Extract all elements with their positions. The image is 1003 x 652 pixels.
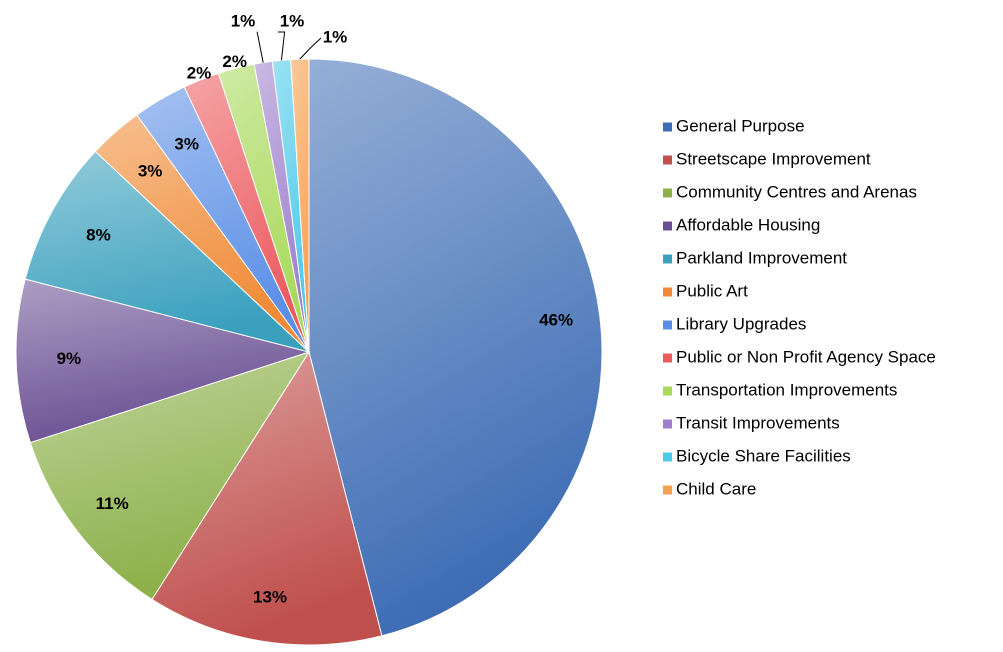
- legend-swatch: [663, 320, 672, 330]
- legend-swatch: [663, 452, 672, 462]
- legend-label: Public Art: [676, 281, 748, 300]
- legend-label: General Purpose: [676, 116, 805, 135]
- legend-label: Streetscape Improvement: [676, 149, 871, 168]
- data-label: 1%: [280, 11, 305, 30]
- leader-line: [299, 37, 322, 60]
- legend-swatch: [663, 221, 672, 231]
- legend-label: Transit Improvements: [676, 413, 840, 432]
- pie-slice: [15, 278, 311, 444]
- legend-label: Community Centres and Arenas: [676, 182, 917, 201]
- leader-line: [278, 31, 286, 61]
- legend-swatch: [663, 188, 672, 198]
- data-label: 46%: [539, 310, 573, 329]
- legend-swatch: [663, 353, 672, 363]
- legend-swatch: [663, 155, 672, 165]
- leader-line: [256, 31, 264, 63]
- data-label: 2%: [222, 52, 247, 71]
- legend-label: Parkland Improvement: [676, 248, 847, 267]
- pie-slice: [29, 351, 311, 601]
- legend-label: Transportation Improvements: [676, 380, 897, 399]
- legend-label: Public or Non Profit Agency Space: [676, 347, 936, 366]
- legend-label: Bicycle Share Facilities: [676, 446, 851, 465]
- data-label: 13%: [253, 587, 287, 606]
- pie-slice: [151, 350, 383, 646]
- data-label: 1%: [231, 11, 256, 30]
- pie-slice: [290, 58, 310, 353]
- data-label: 1%: [323, 27, 348, 46]
- data-label: 8%: [86, 226, 111, 245]
- legend-swatch: [663, 122, 672, 132]
- legend-label: Child Care: [676, 479, 756, 498]
- data-label: 3%: [174, 135, 199, 154]
- pie-slice: [308, 58, 603, 637]
- data-label: 2%: [187, 64, 212, 83]
- legend-label: Affordable Housing: [676, 215, 820, 234]
- legend-swatch: [663, 386, 672, 396]
- legend-swatch: [663, 254, 672, 264]
- data-label: 9%: [57, 349, 82, 368]
- pie-slice: [24, 150, 310, 353]
- data-label: 3%: [138, 161, 163, 180]
- legend-swatch: [663, 419, 672, 429]
- legend-label: Library Upgrades: [676, 314, 806, 333]
- data-label: 11%: [96, 494, 129, 513]
- legend-swatch: [663, 287, 672, 297]
- legend-swatch: [663, 485, 672, 495]
